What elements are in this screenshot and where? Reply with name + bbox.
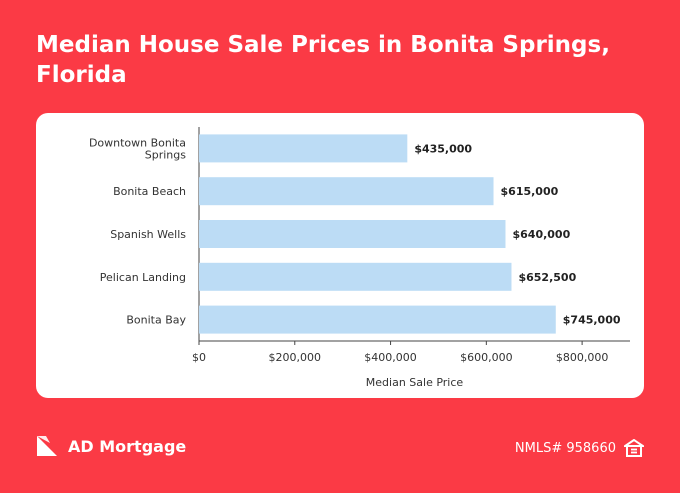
- x-tick-label: $0: [192, 351, 206, 364]
- bar: [199, 134, 408, 163]
- y-tick-label: Downtown Bonita Springs: [89, 136, 186, 161]
- bar: [199, 262, 512, 291]
- brand-name: AD Mortgage: [68, 436, 187, 456]
- equal-housing-icon: [624, 439, 644, 457]
- x-axis-label: Median Sale Price: [366, 376, 464, 389]
- nmls-number: NMLS# 958660: [514, 440, 616, 456]
- chart-card: Downtown Bonita Springs $435,000 Bonita Bea…: [36, 113, 644, 398]
- data-label: $745,000: [563, 314, 621, 327]
- bar: [199, 220, 506, 248]
- y-tick-label: Bonita Bay: [126, 314, 186, 327]
- x-tick-label: $800,000: [556, 351, 609, 364]
- chart-title: Median House Sale Prices in Bonita Sprin…: [36, 32, 610, 88]
- nmls-info: NMLS# 958660: [515, 437, 644, 459]
- footer-brand: AD Mortgage: [36, 432, 186, 460]
- data-label: $640,000: [512, 228, 570, 241]
- x-tick-label: $200,000: [269, 351, 322, 364]
- x-tick-label: $600,000: [460, 351, 513, 364]
- y-tick-label: Pelican Landing: [100, 271, 186, 284]
- bar-chart: Downtown Bonita Springs $435,000 Bonita Bea…: [89, 127, 630, 389]
- y-tick-label: Bonita Beach: [113, 185, 186, 198]
- bar: [199, 305, 556, 334]
- bar: [199, 177, 494, 206]
- data-label: $615,000: [501, 185, 559, 198]
- data-label: $652,500: [518, 271, 576, 284]
- y-tick-label: Spanish Wells: [110, 228, 186, 241]
- ad-mortgage-logo-icon: [37, 436, 57, 456]
- data-label: $435,000: [414, 142, 472, 155]
- x-tick-label: $400,000: [364, 351, 417, 364]
